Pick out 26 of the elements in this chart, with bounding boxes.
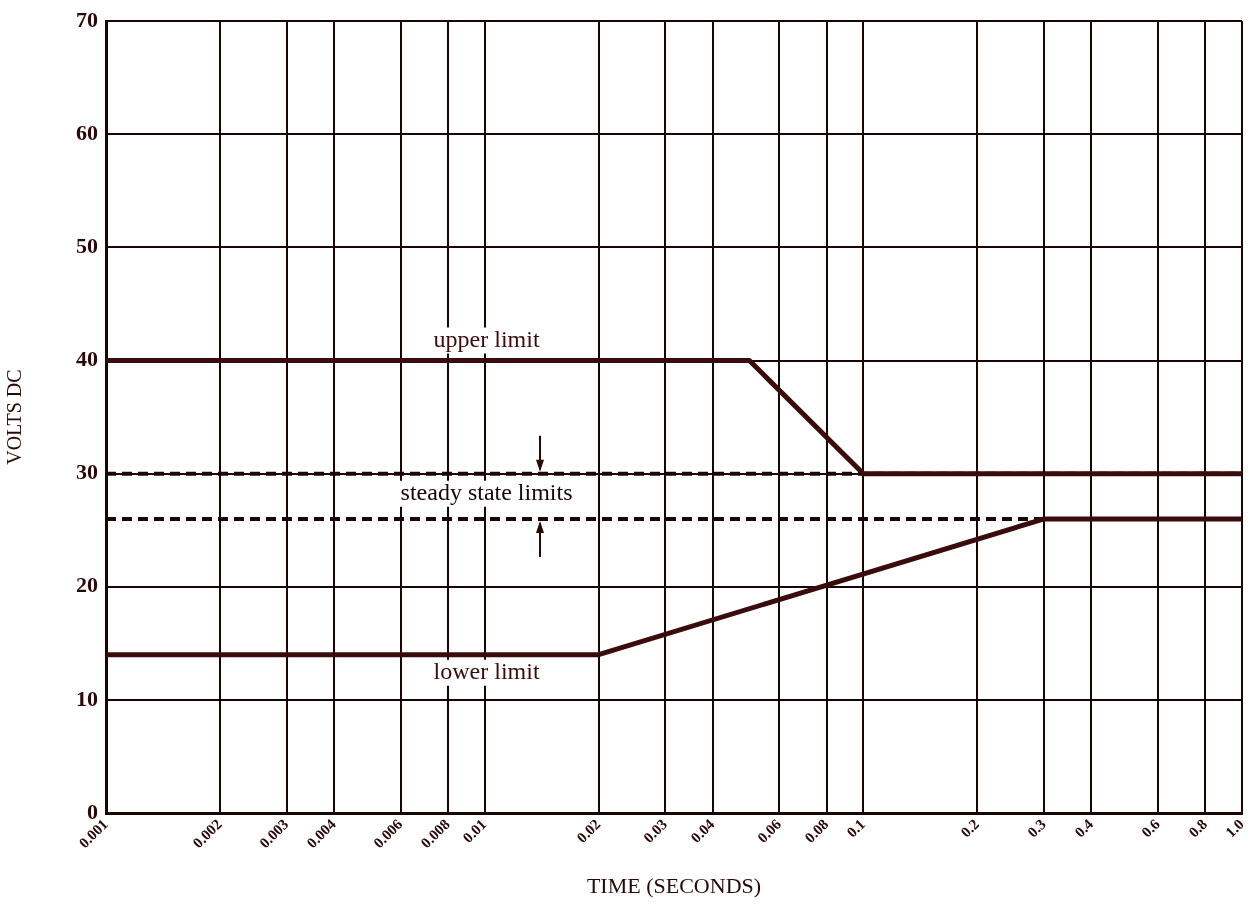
x-tick-label: 0.02	[573, 815, 604, 846]
y-tick-label: 10	[76, 685, 98, 711]
x-tick-label: 0.08	[801, 815, 832, 846]
x-tick-label: 0.4	[1071, 815, 1097, 841]
y-axis-title: VOLTS DC	[3, 369, 26, 465]
x-tick-label: 0.01	[459, 815, 490, 846]
ref-line-label: steady state limits	[400, 478, 573, 505]
x-tick-label: 0.06	[754, 815, 785, 846]
x-tick-label: 0.8	[1185, 815, 1211, 841]
x-tick-label: 0.03	[640, 815, 671, 846]
x-axis-title: TIME (SECONDS)	[586, 872, 762, 898]
x-tick-label: 0.6	[1138, 815, 1164, 841]
y-tick-label: 30	[76, 459, 98, 485]
y-tick-label: 40	[76, 346, 98, 372]
series-label: upper limit	[433, 325, 540, 352]
y-tick-label: 0	[87, 798, 98, 824]
x-tick-label: 0.3	[1024, 815, 1049, 841]
series-label: lower limit	[433, 657, 540, 684]
x-tick-label: 0.2	[957, 815, 983, 841]
y-tick-label: 50	[76, 233, 98, 259]
x-tick-label: 0.04	[687, 815, 718, 846]
y-tick-label: 70	[76, 6, 98, 32]
y-tick-label: 60	[76, 120, 98, 145]
y-tick-label: 20	[76, 572, 98, 598]
x-tick-label: 0.1	[843, 815, 869, 841]
x-tick-label: 1.0	[1222, 815, 1247, 841]
